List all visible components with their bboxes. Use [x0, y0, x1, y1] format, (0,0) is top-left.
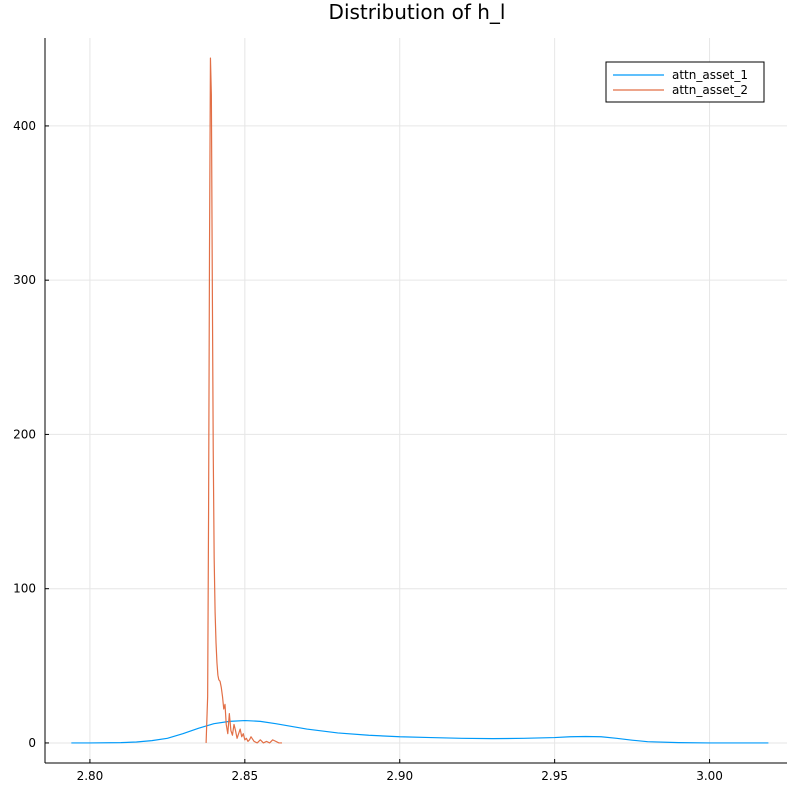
y-tick-label: 400 — [13, 119, 36, 133]
y-tick-label: 300 — [13, 273, 36, 287]
chart-title: Distribution of h_l — [329, 0, 506, 24]
x-tick-label: 2.85 — [231, 769, 258, 783]
y-tick-labels: 0 100 200 300 400 — [13, 119, 49, 750]
series-line-attn-asset-1 — [71, 719, 769, 744]
x-tick-label: 2.95 — [541, 769, 568, 783]
legend-label-attn-asset-1: attn_asset_1 — [672, 68, 748, 82]
x-tick-labels: 2.80 2.85 2.90 2.95 3.00 — [77, 759, 723, 783]
y-tick-label: 200 — [13, 427, 36, 441]
series-line-attn-asset-2 — [205, 57, 283, 744]
y-tick-label: 100 — [13, 582, 36, 596]
x-tick-label: 3.00 — [696, 769, 723, 783]
legend: attn_asset_1 attn_asset_2 — [605, 61, 765, 103]
series-lines — [71, 57, 769, 744]
legend-label-attn-asset-2: attn_asset_2 — [672, 83, 748, 97]
x-tick-label: 2.90 — [386, 769, 413, 783]
legend-box — [605, 61, 765, 103]
y-tick-label: 0 — [28, 736, 36, 750]
grid — [45, 38, 787, 763]
x-tick-label: 2.80 — [77, 769, 104, 783]
